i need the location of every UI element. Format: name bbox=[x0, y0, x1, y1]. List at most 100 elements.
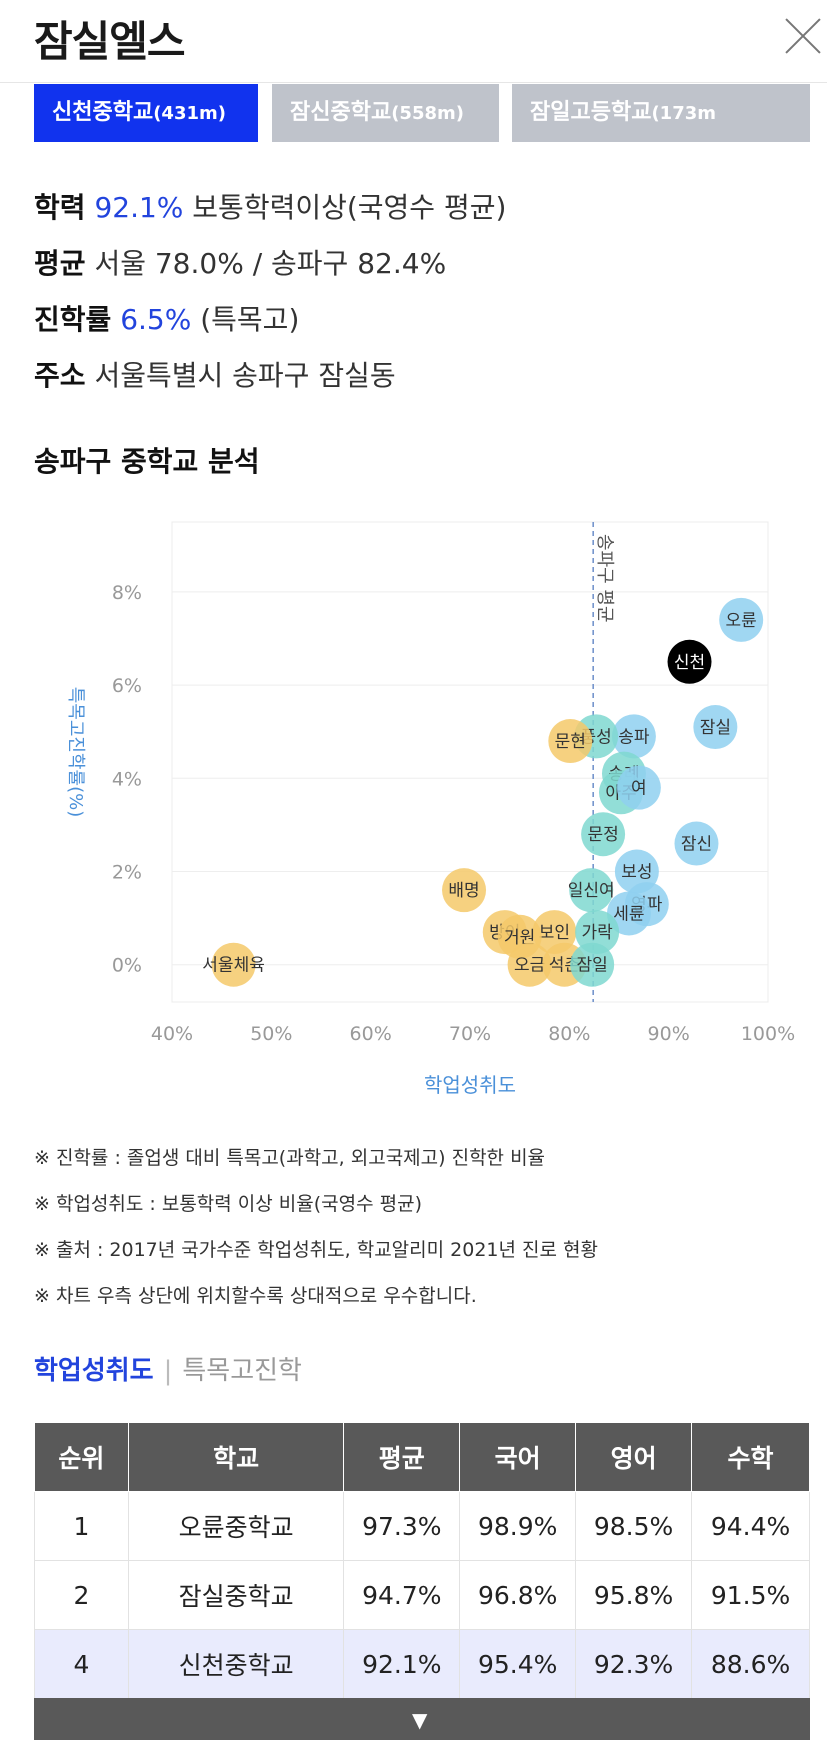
tab-school-2[interactable]: 잠신중학교(558m) bbox=[272, 84, 499, 142]
x-tick-label: 100% bbox=[741, 1023, 795, 1045]
average-value: 서울 78.0% / 송파구 82.4% bbox=[94, 247, 447, 280]
data-point[interactable]: 신천 bbox=[667, 639, 712, 684]
x-tick-label: 90% bbox=[648, 1023, 690, 1045]
cell-rank: 1 bbox=[34, 1491, 129, 1561]
header: 잠실엘스 bbox=[0, 0, 827, 83]
point-label: 문현 bbox=[555, 732, 586, 752]
point-marker bbox=[606, 891, 651, 936]
academic-label: 학력 bbox=[34, 191, 86, 224]
point-marker bbox=[581, 812, 626, 857]
point-label: 보성 bbox=[621, 863, 652, 883]
rate-value: 6.5% bbox=[120, 303, 192, 336]
subtab-separator: | bbox=[163, 1356, 173, 1386]
data-point[interactable]: 일신여 bbox=[568, 868, 615, 913]
point-label: 오륜 bbox=[726, 611, 757, 631]
tab-label: 신천중학교 bbox=[52, 100, 154, 125]
rate-row: 진학률 6.5% (특목고) bbox=[34, 298, 299, 338]
data-point[interactable]: 보성 bbox=[614, 849, 659, 894]
scatter-chart: 송파구 평균 오륜신천잠실송파풍성문현송례아주여문정잠신보성배명일신여영파세륜방… bbox=[65, 521, 795, 1097]
data-point[interactable]: 송파 bbox=[611, 714, 656, 759]
data-point[interactable]: 배명 bbox=[442, 868, 487, 913]
tab-distance: (173m bbox=[651, 103, 717, 124]
header-math: 수학 bbox=[691, 1422, 810, 1492]
y-axis-label: 특목고진학률(%) bbox=[65, 687, 86, 818]
data-point[interactable]: 잠실 bbox=[693, 705, 738, 750]
academic-row: 학력 92.1% 보통학력이상(국영수 평균) bbox=[34, 186, 506, 226]
table-row-selected[interactable]: 4 신천중학교 92.1% 95.4% 92.3% 88.6% bbox=[34, 1629, 810, 1699]
close-icon[interactable] bbox=[782, 14, 824, 56]
cell-korean: 95.4% bbox=[459, 1629, 577, 1699]
tab-school-1[interactable]: 신천중학교(431m) bbox=[34, 84, 258, 142]
tab-label: 잠일고등학교 bbox=[530, 100, 652, 125]
note-3: ※ 출처 : 2017년 국가수준 학업성취도, 학교알리미 2021년 진로 … bbox=[34, 1239, 598, 1261]
average-row: 평균 서울 78.0% / 송파구 82.4% bbox=[34, 242, 446, 282]
tab-distance: (431m) bbox=[153, 103, 226, 124]
point-label: 서울체육 bbox=[202, 956, 265, 976]
page-title: 잠실엘스 bbox=[34, 17, 186, 66]
show-more-button[interactable]: ▼ bbox=[34, 1698, 810, 1740]
point-label: 잠신 bbox=[681, 835, 712, 855]
point-marker bbox=[548, 719, 593, 764]
tab-school-3[interactable]: 잠일고등학교(173m bbox=[512, 84, 810, 142]
data-point[interactable]: 잠신 bbox=[674, 821, 719, 866]
data-point[interactable]: 오륜 bbox=[719, 597, 764, 642]
y-tick-label: 0% bbox=[112, 955, 142, 977]
x-tick-label: 60% bbox=[350, 1023, 392, 1045]
x-tick-label: 70% bbox=[449, 1023, 491, 1045]
point-marker bbox=[693, 705, 738, 750]
tab-label: 잠신중학교 bbox=[290, 100, 392, 125]
point-label: 여 bbox=[631, 779, 647, 799]
academic-desc: 보통학력이상(국영수 평균) bbox=[192, 191, 507, 224]
y-tick-label: 8% bbox=[112, 582, 142, 604]
point-marker bbox=[575, 910, 620, 955]
data-point[interactable]: 세륜 bbox=[606, 891, 651, 936]
tab-distance: (558m) bbox=[391, 103, 464, 124]
cell-avg: 94.7% bbox=[343, 1560, 461, 1630]
chart-axes: 0% 2% 4% 6% 8% 40% 50% 60% 70% 80% 90% 100% 학업성취도 특목고… bbox=[65, 582, 795, 1097]
chart-points: 오륜신천잠실송파풍성문현송례아주여문정잠신보성배명일신여영파세륜방이보인가락거원… bbox=[202, 597, 764, 987]
address-value: 서울특별시 송파구 잠실동 bbox=[94, 359, 396, 392]
note-1: ※ 진학률 : 졸업생 대비 특목고(과학고, 외고국제고) 진학한 비율 bbox=[34, 1147, 546, 1169]
x-tick-label: 80% bbox=[548, 1023, 590, 1045]
cell-english: 92.3% bbox=[575, 1629, 693, 1699]
academic-value: 92.1% bbox=[94, 191, 184, 224]
point-marker bbox=[442, 868, 487, 913]
cell-school: 신천중학교 bbox=[127, 1629, 345, 1699]
point-label: 잠실 bbox=[700, 718, 731, 738]
cell-rank: 4 bbox=[34, 1629, 129, 1699]
subtab-academic[interactable]: 학업성취도 bbox=[34, 1356, 154, 1386]
point-label: 일신여 bbox=[568, 881, 615, 901]
y-tick-label: 2% bbox=[112, 862, 142, 884]
rate-label: 진학률 bbox=[34, 303, 112, 336]
data-point[interactable]: 가락 bbox=[575, 910, 620, 955]
cell-math: 94.4% bbox=[691, 1491, 810, 1561]
point-marker bbox=[611, 714, 656, 759]
average-line-label: 송파구 평균 bbox=[594, 534, 615, 623]
data-point[interactable]: 오금 bbox=[507, 942, 552, 987]
subtab-special-high[interactable]: 특목고진학 bbox=[182, 1356, 302, 1386]
rate-desc: (특목고) bbox=[200, 303, 300, 336]
point-label: 세륜 bbox=[613, 904, 644, 924]
triangle-down-icon: ▼ bbox=[412, 1708, 428, 1732]
point-label: 문정 bbox=[587, 825, 618, 845]
point-label: 가락 bbox=[582, 923, 614, 943]
data-point[interactable]: 여 bbox=[616, 765, 661, 810]
table-row[interactable]: 2 잠실중학교 94.7% 96.8% 95.8% 91.5% bbox=[34, 1560, 810, 1630]
address-label: 주소 bbox=[34, 359, 86, 392]
point-marker bbox=[719, 597, 764, 642]
point-label: 신천 bbox=[674, 653, 705, 673]
table-row[interactable]: 1 오륜중학교 97.3% 98.9% 98.5% 94.4% bbox=[34, 1491, 810, 1561]
cell-korean: 98.9% bbox=[459, 1491, 577, 1561]
data-point[interactable]: 잠일 bbox=[570, 942, 615, 987]
point-marker bbox=[569, 868, 614, 913]
x-tick-label: 50% bbox=[250, 1023, 292, 1045]
data-point[interactable]: 문정 bbox=[581, 812, 626, 857]
cell-avg: 92.1% bbox=[343, 1629, 461, 1699]
y-tick-label: 6% bbox=[112, 675, 142, 697]
cell-school: 오륜중학교 bbox=[127, 1491, 345, 1561]
data-point[interactable]: 문현 bbox=[548, 719, 593, 764]
plot-frame bbox=[171, 521, 769, 1003]
point-marker bbox=[507, 942, 552, 987]
note-2: ※ 학업성취도 : 보통학력 이상 비율(국영수 평균) bbox=[34, 1193, 423, 1215]
data-point[interactable]: 서울체육 bbox=[202, 942, 265, 987]
